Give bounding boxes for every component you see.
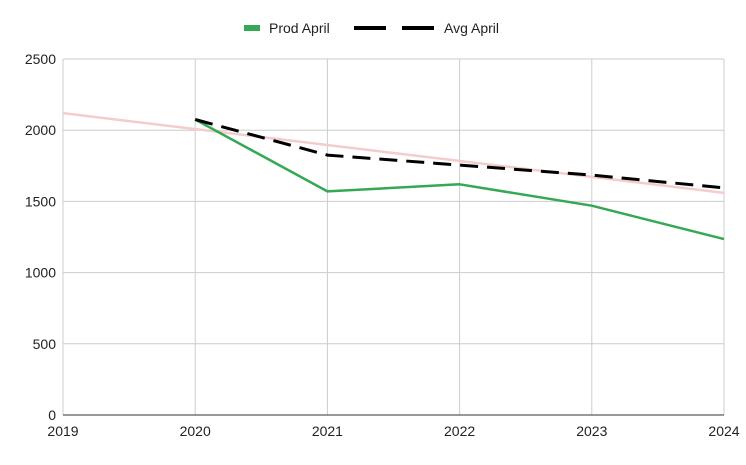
legend-label-avg-april: Avg April [444,20,499,36]
y-tick-label: 1000 [25,265,56,281]
x-tick-label: 2024 [708,423,739,439]
x-tick-label: 2022 [444,423,475,439]
x-tick-label: 2019 [47,423,78,439]
legend: Prod April Avg April [244,20,499,36]
y-tick-label: 2500 [25,51,56,67]
y-tick-label: 0 [48,407,56,423]
x-tick-label: 2023 [576,423,607,439]
y-tick-label: 2000 [25,122,56,138]
axes: 0 500 1000 1500 2000 2500 2019 2020 2021 2022 2023… [25,51,740,439]
y-tick-label: 500 [33,336,57,352]
series-line-avg-april [194,118,725,190]
legend-label-prod-april: Prod April [269,20,330,36]
x-tick-label: 2021 [312,423,343,439]
legend-swatch-prod-april [244,25,260,31]
y-tick-label: 1500 [25,193,56,209]
gridlines [62,58,725,415]
x-tick-label: 2020 [180,423,211,439]
series-line-prod-april [194,118,725,241]
trendline [62,111,725,195]
series-lines [62,111,725,241]
